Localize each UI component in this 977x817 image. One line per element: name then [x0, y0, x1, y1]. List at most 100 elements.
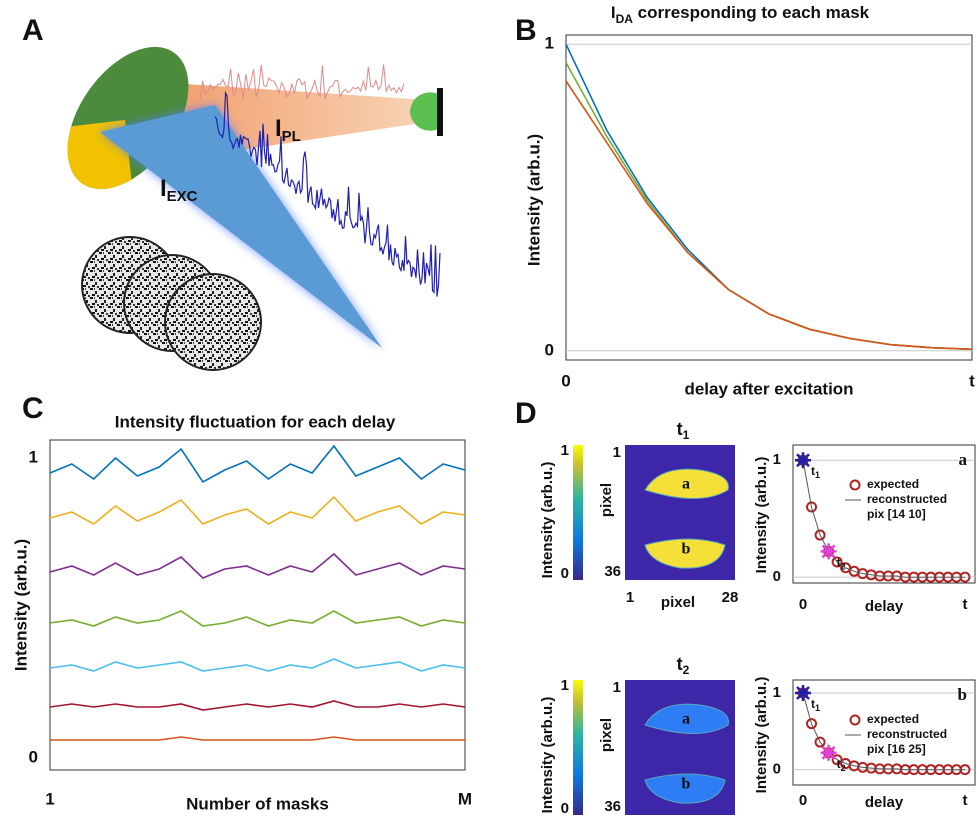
y-axis-label: Intensity (arb.u.)	[753, 677, 770, 794]
series-line	[49, 444, 466, 484]
image-title-sub: 1	[683, 428, 690, 442]
exc-beam	[100, 105, 382, 348]
y-axis-label: Intensity (arb.u.)	[11, 539, 30, 671]
panel-label: A	[22, 14, 44, 47]
plot-frame	[792, 444, 976, 584]
detector	[410, 92, 440, 131]
series-line	[49, 658, 466, 672]
exc-label-main: I	[160, 175, 167, 202]
image-y-tick-label: 1	[613, 444, 621, 461]
series-line	[49, 610, 466, 627]
highlight-point	[820, 543, 837, 560]
highlight-label-sub: 1	[815, 703, 820, 713]
image-title-sub: 2	[683, 663, 690, 677]
data-point	[831, 556, 843, 568]
exc-label: IEXC	[160, 175, 198, 205]
data-point	[831, 754, 843, 766]
legend-note: pix [16 25]	[867, 742, 926, 756]
image-region	[644, 538, 726, 569]
y-tick-label: 0	[773, 568, 781, 585]
colorbar	[573, 680, 583, 815]
image-title: t1	[677, 419, 690, 442]
highlight-label-sub: 1	[815, 471, 820, 481]
chart-title: Intensity fluctuation for each delay	[115, 412, 396, 431]
series-line	[50, 736, 465, 741]
region-label: b	[682, 776, 691, 793]
plot-frame	[49, 439, 466, 771]
image-region	[644, 703, 729, 734]
plot-frame	[565, 34, 973, 361]
image-region	[644, 468, 729, 499]
legend-label: expected	[867, 477, 919, 491]
colorbar-tick-label: 1	[561, 677, 569, 694]
series-line	[49, 495, 466, 525]
legend-label: expected	[867, 712, 919, 726]
series-line	[565, 80, 973, 351]
highlight-label-sub: 2	[841, 562, 846, 572]
x-axis-label: delay	[865, 598, 904, 615]
panel-tag: a	[959, 450, 968, 469]
highlight-label: t2	[837, 556, 846, 572]
highlight-point	[820, 744, 837, 761]
legend-swatch	[849, 479, 861, 491]
x-tick-label: t	[969, 371, 975, 390]
image-title: t2	[677, 654, 690, 677]
y-tick-label: 1	[29, 447, 38, 466]
data-point	[814, 736, 826, 748]
y-tick-label: 0	[29, 747, 38, 766]
x-axis-label: delay after excitation	[684, 379, 853, 398]
legend-label: reconstructed	[867, 727, 947, 741]
highlight-point	[795, 685, 811, 702]
region-label: a	[682, 711, 690, 728]
x-axis-label: delay	[865, 794, 904, 811]
region-label: b	[682, 541, 691, 558]
mask	[164, 273, 262, 371]
x-axis-label: Number of masks	[186, 794, 329, 813]
series-line	[49, 700, 466, 711]
data-point	[806, 718, 818, 730]
x-tick-label: 0	[561, 371, 570, 390]
series-line	[49, 552, 466, 579]
pl-trace	[199, 64, 405, 101]
pl-label-sub: PL	[282, 128, 301, 145]
highlight-label: t2	[837, 757, 846, 773]
region-label: a	[682, 476, 690, 493]
highlight-label-main: t	[837, 556, 841, 570]
chart: 0 1 1 M Intensity fluctuation for each delay…	[11, 412, 472, 813]
y-tick-label: 0	[773, 761, 781, 778]
legend-note: pix [14 10]	[867, 507, 926, 521]
exc-trace	[214, 90, 441, 297]
x-tick-label: t	[963, 596, 968, 613]
image-title-main: t	[677, 419, 683, 439]
colorbar-tick-label: 0	[561, 800, 569, 817]
image-x-tick-label: 1	[626, 589, 634, 606]
chart-title-rest: corresponding to each mask	[633, 3, 870, 22]
image-y-tick-label: 1	[613, 679, 621, 696]
data-point	[814, 529, 826, 541]
x-tick-label: 1	[45, 789, 54, 808]
data-point	[806, 501, 818, 513]
colorbar-tick-label: 0	[561, 565, 569, 582]
image-x-tick-label: 28	[722, 589, 739, 606]
y-tick-label: 0	[545, 340, 554, 359]
y-axis-label: Intensity (arb.u.)	[524, 134, 543, 266]
pl-label: IPL	[275, 115, 301, 145]
image-y-label: pixel	[598, 483, 615, 517]
image-x-label: pixel	[661, 594, 695, 611]
image-title-main: t	[677, 654, 683, 674]
x-tick-label: M	[458, 789, 472, 808]
legend-swatch	[849, 714, 861, 726]
chart-title-main: I	[611, 3, 616, 22]
colorbar-tick-label: 1	[561, 442, 569, 459]
image-y-tick-label: 36	[604, 563, 621, 580]
y-tick-label: 1	[773, 684, 781, 701]
image-y-tick-label: 36	[604, 798, 621, 815]
exc-label-sub: EXC	[167, 188, 198, 205]
image-y-label: pixel	[598, 718, 615, 752]
y-tick-label: 1	[773, 451, 781, 468]
colorbar	[573, 445, 583, 580]
